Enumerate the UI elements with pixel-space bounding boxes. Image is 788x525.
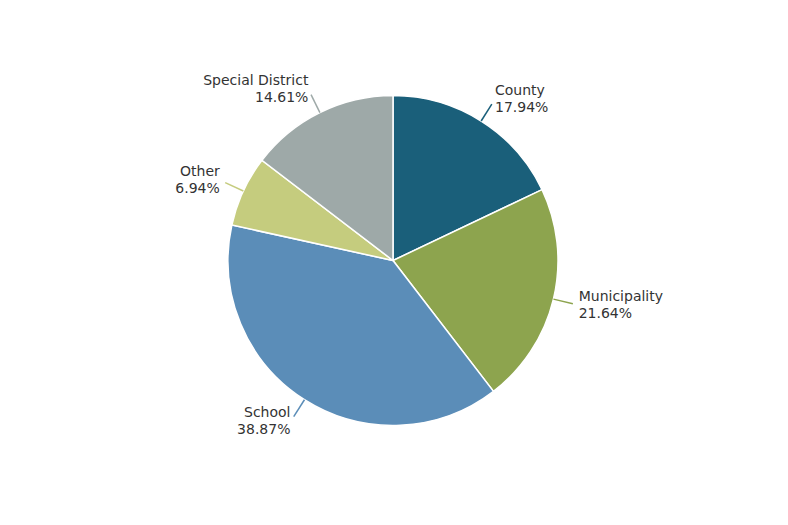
svg-text:Municipality21.64%: Municipality21.64%: [579, 288, 663, 321]
svg-text:County17.94%: County17.94%: [495, 82, 548, 115]
svg-text:Other6.94%: Other6.94%: [175, 163, 220, 196]
svg-text:Special District14.61%: Special District14.61%: [203, 72, 309, 105]
svg-text:School38.87%: School38.87%: [237, 404, 290, 437]
